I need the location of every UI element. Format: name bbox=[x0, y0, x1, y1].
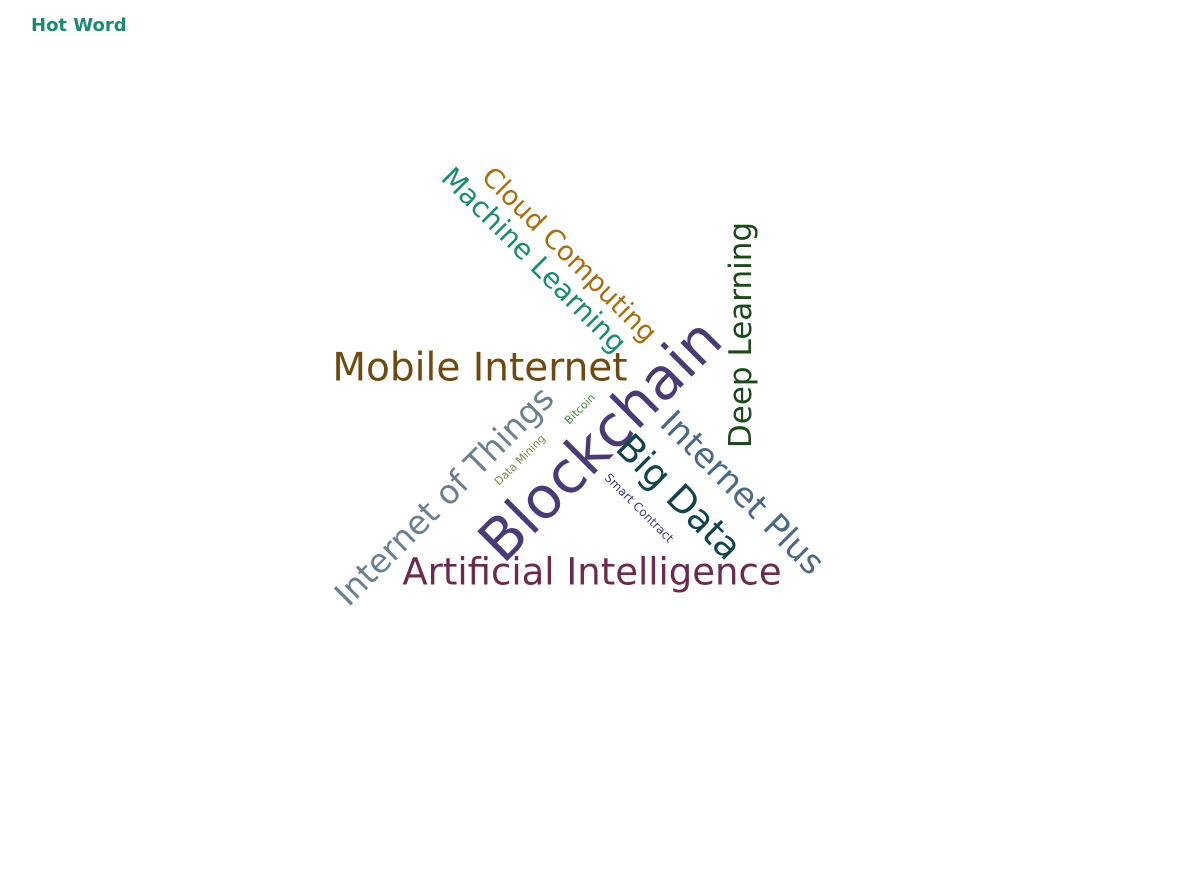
word-cloud-computing: Cloud Computing bbox=[475, 161, 662, 348]
word-deep-learning: Deep Learning bbox=[723, 222, 759, 448]
word-artificial-intelligence: Artificial Intelligence bbox=[402, 551, 781, 594]
word-mobile-internet: Mobile Internet bbox=[332, 346, 627, 391]
chart-title: Hot Word bbox=[31, 15, 127, 36]
word-machine-learning: Machine Learning bbox=[435, 161, 633, 359]
